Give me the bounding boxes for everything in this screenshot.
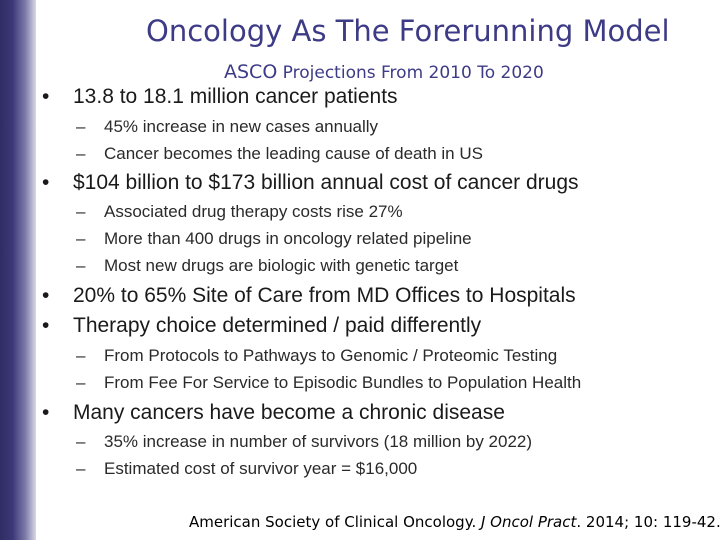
slide-title: Oncology As The Forerunning Model bbox=[146, 14, 670, 48]
citation-journal: J Oncol Pract bbox=[480, 513, 577, 531]
bullet-marker: • bbox=[42, 171, 50, 194]
slide-subtitle: ASCO Projections From 2010 To 2020 bbox=[224, 61, 544, 83]
sub-bullet-marker: – bbox=[76, 459, 86, 478]
sub-bullet-marker: – bbox=[76, 202, 86, 221]
bullet-text: 20% to 65% Site of Care from MD Offices … bbox=[73, 284, 576, 307]
sub-bullet-item: –35% increase in number of survivors (18… bbox=[76, 432, 532, 452]
bullet-marker: • bbox=[42, 85, 50, 108]
bullet-marker: • bbox=[42, 284, 50, 307]
sub-bullet-text: More than 400 drugs in oncology related … bbox=[104, 229, 472, 248]
bullet-item: • 13.8 to 18.1 million cancer patients bbox=[42, 85, 398, 109]
bullet-item: • 20% to 65% Site of Care from MD Offices… bbox=[42, 284, 576, 308]
sub-bullet-text: 45% increase in new cases annually bbox=[104, 117, 379, 136]
bullet-item: • $104 billion to $173 billion annual cos… bbox=[42, 171, 579, 195]
sidebar-accent-bar bbox=[0, 0, 36, 540]
subtitle-rest: Projections From 2010 To 2020 bbox=[277, 63, 544, 83]
sub-bullet-text: 35% increase in number of survivors (18 … bbox=[104, 432, 533, 451]
sub-bullet-item: – Estimated cost of survivor year = $16,0… bbox=[76, 459, 417, 479]
sub-bullet-text: Most new drugs are biologic with genetic… bbox=[104, 256, 459, 275]
sub-bullet-marker: – bbox=[76, 144, 86, 163]
bullet-item: • Therapy choice determined / paid differ… bbox=[42, 314, 481, 338]
citation: American Society of Clinical Oncology. J… bbox=[189, 513, 720, 531]
sub-bullet-text: From Fee For Service to Episodic Bundles… bbox=[104, 373, 582, 392]
bullet-text: 13.8 to 18.1 million cancer patients bbox=[73, 85, 398, 108]
sub-bullet-text: From Protocols to Pathways to Genomic / … bbox=[104, 346, 558, 365]
sub-bullet-marker: – bbox=[76, 432, 86, 451]
bullet-item: • Many cancers have become a chronic dise… bbox=[42, 401, 505, 425]
sub-bullet-marker: – bbox=[76, 229, 86, 248]
sub-bullet-item: – From Protocols to Pathways to Genomic /… bbox=[76, 346, 557, 366]
sub-bullet-item: – Cancer becomes the leading cause of dea… bbox=[76, 144, 483, 164]
bullet-marker: • bbox=[42, 314, 50, 337]
sub-bullet-text: Estimated cost of survivor year = $16,00… bbox=[104, 459, 418, 478]
sub-bullet-marker: – bbox=[76, 117, 86, 136]
sub-bullet-marker: – bbox=[76, 373, 86, 392]
sub-bullet-item: –45% increase in new cases annually bbox=[76, 117, 378, 137]
bullet-text: $104 billion to $173 billion annual cost… bbox=[73, 171, 579, 194]
subtitle-org: ASCO bbox=[224, 61, 278, 83]
sub-bullet-item: – From Fee For Service to Episodic Bundle… bbox=[76, 373, 581, 393]
bullet-text: Many cancers have become a chronic disea… bbox=[73, 401, 505, 424]
bullet-text: Therapy choice determined / paid differe… bbox=[73, 314, 482, 337]
sub-bullet-item: – Most new drugs are biologic with geneti… bbox=[76, 256, 458, 276]
sub-bullet-item: – Associated drug therapy costs rise 27% bbox=[76, 202, 403, 222]
sub-bullet-text: Associated drug therapy costs rise 27% bbox=[104, 202, 403, 221]
sub-bullet-marker: – bbox=[76, 256, 86, 275]
sub-bullet-text: Cancer becomes the leading cause of deat… bbox=[104, 144, 483, 163]
bullet-marker: • bbox=[42, 401, 50, 424]
citation-suffix: . 2014; 10: 119-42. bbox=[576, 513, 720, 531]
sub-bullet-marker: – bbox=[76, 346, 86, 365]
sub-bullet-item: – More than 400 drugs in oncology related… bbox=[76, 229, 472, 249]
citation-prefix: American Society of Clinical Oncology. bbox=[189, 513, 481, 531]
